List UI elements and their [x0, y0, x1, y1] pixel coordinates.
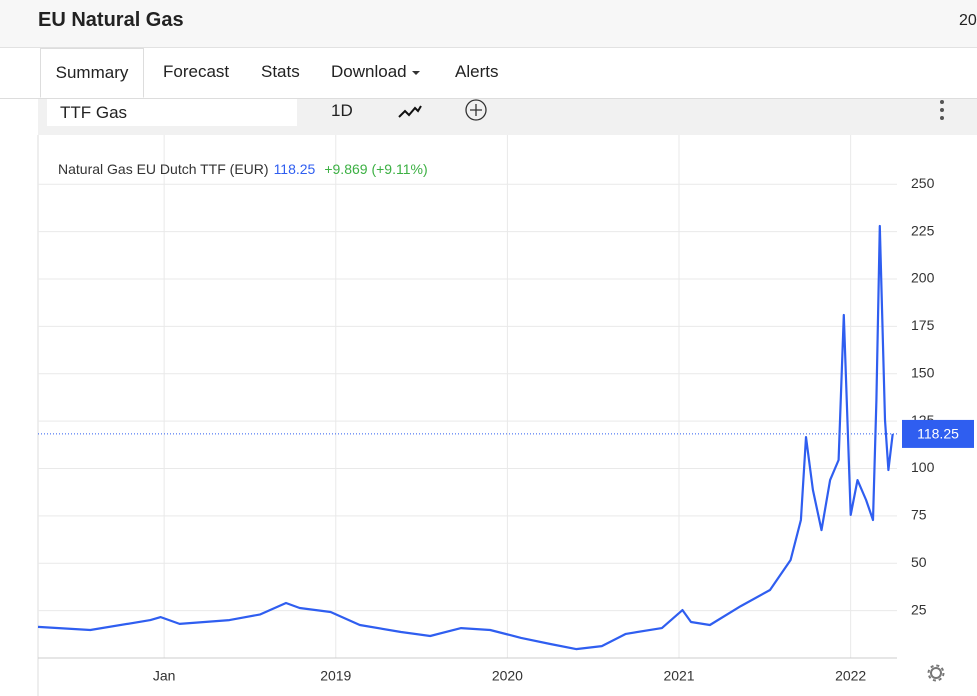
legend: Natural Gas EU Dutch TTF (EUR) 118.25 +9.8…: [58, 161, 428, 177]
tab[interactable]: Forecast: [163, 62, 230, 81]
y-tick-label: 25: [911, 601, 927, 617]
header: EU Natural Gas 20: [0, 0, 977, 48]
y-tick-label: 175: [911, 317, 935, 333]
chart-type-icon[interactable]: [398, 103, 422, 121]
legend-price: 118.25: [274, 161, 316, 177]
tab[interactable]: Alerts: [455, 62, 499, 81]
toolbar: TTF Gas 1D: [38, 99, 977, 135]
y-tick-label: 150: [911, 364, 935, 380]
add-indicator-icon[interactable]: [464, 99, 488, 123]
menu-icon[interactable]: [938, 99, 946, 125]
tab-bar: Summary Forecast Stats Download Alerts: [0, 48, 977, 99]
y-tick-label: 50: [911, 554, 927, 570]
tab[interactable]: Download: [331, 62, 421, 82]
header-text: 20: [959, 12, 977, 29]
settings-icon[interactable]: [927, 664, 945, 682]
y-tick-label: 200: [911, 270, 935, 286]
x-tick-label: Jan: [153, 668, 176, 684]
x-tick-label: 2020: [492, 668, 523, 684]
tab-label: Download: [331, 62, 407, 81]
x-tick-label: 2019: [320, 668, 351, 684]
y-tick-label: 225: [911, 222, 935, 238]
x-tick-label: 2022: [835, 668, 866, 684]
interval-button[interactable]: 1D: [331, 101, 353, 120]
price-label: 118.25: [917, 426, 959, 442]
dropdown-caret: [412, 71, 421, 75]
page-title: EU Natural Gas: [38, 9, 184, 31]
price-line: [37, 224, 894, 651]
tab[interactable]: Summary: [40, 48, 144, 98]
legend-name: Natural Gas EU Dutch TTF (EUR): [58, 161, 269, 177]
price-box: [902, 419, 974, 448]
legend-change: +9.869 (+9.11%): [324, 161, 427, 177]
y-tick-label: 100: [911, 459, 935, 475]
y-tick-label: 250: [911, 175, 935, 191]
x-tick-label: 2021: [663, 668, 694, 684]
tab[interactable]: Stats: [261, 62, 300, 81]
search-box[interactable]: TTF Gas: [47, 99, 297, 126]
y-tick-label: 75: [911, 507, 927, 523]
